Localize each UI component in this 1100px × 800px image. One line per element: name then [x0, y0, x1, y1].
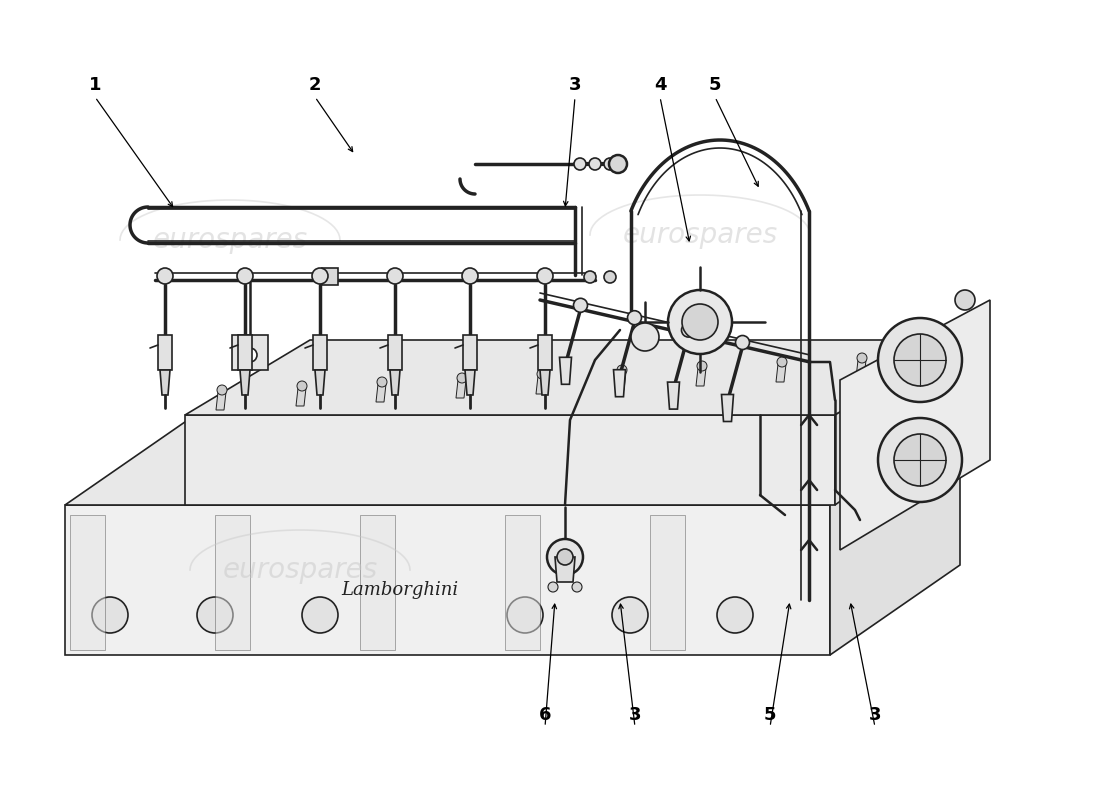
Circle shape [462, 268, 478, 284]
Text: 3: 3 [569, 76, 581, 94]
Polygon shape [830, 415, 960, 655]
Circle shape [631, 323, 659, 351]
Circle shape [243, 348, 257, 362]
Circle shape [312, 268, 328, 284]
Text: Lamborghini: Lamborghini [341, 581, 459, 599]
Circle shape [617, 365, 627, 375]
Text: 5: 5 [708, 76, 722, 94]
Polygon shape [388, 335, 401, 370]
Circle shape [574, 158, 586, 170]
Polygon shape [668, 382, 680, 409]
Polygon shape [296, 388, 306, 406]
Polygon shape [614, 370, 626, 397]
Circle shape [456, 373, 468, 383]
Circle shape [297, 381, 307, 391]
Circle shape [668, 290, 732, 354]
Circle shape [894, 434, 946, 486]
Circle shape [612, 597, 648, 633]
Circle shape [572, 582, 582, 592]
Polygon shape [314, 335, 327, 370]
Polygon shape [390, 370, 400, 395]
Circle shape [537, 268, 553, 284]
Text: 4: 4 [653, 76, 667, 94]
Polygon shape [840, 300, 990, 550]
Text: eurospares: eurospares [153, 226, 308, 254]
Circle shape [548, 582, 558, 592]
Polygon shape [185, 415, 835, 505]
Circle shape [588, 158, 601, 170]
Circle shape [557, 549, 573, 565]
Polygon shape [160, 370, 170, 395]
Polygon shape [360, 515, 395, 650]
Circle shape [377, 377, 387, 387]
Polygon shape [216, 392, 225, 410]
Circle shape [92, 597, 128, 633]
Circle shape [682, 323, 695, 337]
Circle shape [777, 357, 786, 367]
Circle shape [878, 318, 962, 402]
Circle shape [197, 597, 233, 633]
Polygon shape [456, 380, 466, 398]
Text: 6: 6 [539, 706, 551, 724]
Polygon shape [158, 335, 172, 370]
Polygon shape [376, 384, 386, 402]
Polygon shape [538, 335, 552, 370]
Polygon shape [505, 515, 540, 650]
Circle shape [736, 335, 749, 350]
Circle shape [573, 298, 587, 312]
Polygon shape [70, 515, 104, 650]
Circle shape [547, 539, 583, 575]
Polygon shape [835, 340, 960, 505]
Polygon shape [463, 335, 477, 370]
Circle shape [609, 155, 627, 173]
Text: 5: 5 [763, 706, 777, 724]
Polygon shape [776, 364, 786, 382]
Text: eurospares: eurospares [222, 556, 377, 584]
Text: eurospares: eurospares [623, 221, 778, 249]
Text: 2: 2 [309, 76, 321, 94]
Text: 1: 1 [89, 76, 101, 94]
Circle shape [507, 597, 543, 633]
Polygon shape [650, 515, 685, 650]
Circle shape [627, 310, 641, 325]
Circle shape [878, 418, 962, 502]
Circle shape [302, 597, 338, 633]
Circle shape [537, 369, 547, 379]
Polygon shape [465, 370, 475, 395]
Polygon shape [238, 335, 252, 370]
Polygon shape [556, 557, 575, 582]
Circle shape [387, 268, 403, 284]
Polygon shape [722, 394, 734, 422]
Circle shape [604, 271, 616, 283]
Polygon shape [856, 360, 866, 378]
Circle shape [955, 290, 975, 310]
Polygon shape [240, 370, 250, 395]
Polygon shape [214, 515, 250, 650]
Circle shape [217, 385, 227, 395]
Polygon shape [185, 340, 960, 415]
Polygon shape [560, 358, 572, 384]
Circle shape [697, 361, 707, 371]
Circle shape [584, 271, 596, 283]
Circle shape [157, 268, 173, 284]
Polygon shape [322, 268, 338, 285]
Circle shape [236, 268, 253, 284]
Polygon shape [65, 415, 960, 505]
Polygon shape [616, 372, 626, 390]
Circle shape [857, 353, 867, 363]
Polygon shape [696, 368, 706, 386]
Circle shape [717, 597, 754, 633]
Polygon shape [315, 370, 324, 395]
Polygon shape [540, 370, 550, 395]
Polygon shape [232, 335, 268, 370]
Circle shape [604, 158, 616, 170]
Circle shape [682, 304, 718, 340]
Text: 3: 3 [629, 706, 641, 724]
Polygon shape [536, 376, 546, 394]
Polygon shape [65, 505, 830, 655]
Circle shape [894, 334, 946, 386]
Text: 3: 3 [869, 706, 881, 724]
